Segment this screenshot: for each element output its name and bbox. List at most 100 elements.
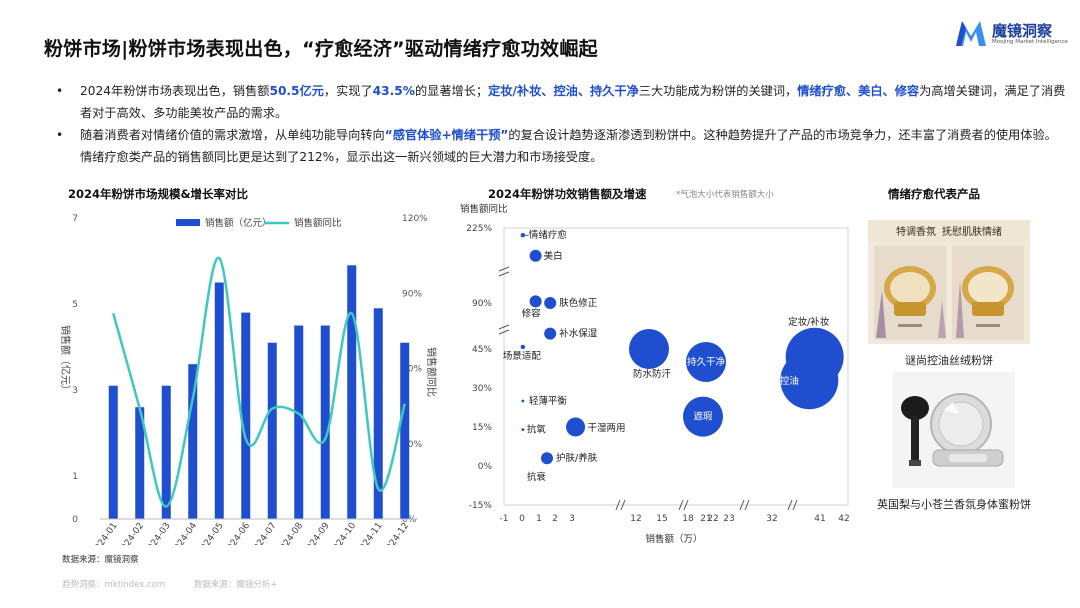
bubble-控油 — [780, 351, 839, 410]
bullet-text: 三大功能成为粉饼的关键词， — [638, 84, 798, 98]
highlight-text: “感官体验+情绪干预” — [384, 128, 509, 142]
x-tick-label: 18 — [682, 514, 694, 524]
bullet-2: 随着消费者对情绪价值的需求激增，从单纯功能导向转向“感官体验+情绪干预”的复合设… — [56, 124, 1066, 168]
x-tick-label: 2024-02 — [116, 521, 146, 545]
bubble-size-note: *气泡大小代表销售额大小 — [676, 190, 774, 200]
x-tick-label: 2 — [552, 514, 558, 524]
product-image-text: 特调香氛 抚慰肌肤情绪 — [896, 225, 1002, 238]
y2-tick-label: 90% — [402, 289, 422, 299]
bar-2024-01 — [108, 385, 118, 519]
x-tick-label: -1 — [500, 514, 509, 524]
x-tick-label: 2024-08 — [275, 521, 305, 545]
bar-2024-02 — [135, 407, 145, 519]
x-axis-break — [739, 499, 750, 511]
bubble-肤色修正 — [544, 297, 557, 309]
x-tick-label: 2024-05 — [196, 521, 226, 545]
y-tick-label: -15% — [469, 501, 493, 511]
bubble-label: 美白 — [544, 250, 563, 262]
bubble-label: 抗衰 — [527, 471, 547, 483]
bubble-label: 定妆/补妆 — [788, 316, 830, 328]
x-axis-break — [787, 499, 798, 511]
brand-m-icon — [956, 21, 986, 46]
y-axis-title: 销售额（亿元） — [59, 325, 72, 395]
plot-area — [503, 227, 849, 506]
x-tick-label: 32 — [766, 514, 777, 524]
x-tick-label: 2024-01 — [90, 521, 120, 545]
page-title: 粉饼市场|粉饼市场表现出色，“疗愈经济”驱动情绪疗愈功效崛起 — [44, 38, 598, 60]
bullet-text: 的复合设计趋势逐渐渗透到粉饼中。这种趋势提升了产品的市场竞争力，还丰富了消费者的… — [80, 128, 1057, 164]
bar-2024-11 — [373, 308, 383, 519]
x-tick-label: 21 — [700, 514, 711, 524]
x-tick-label: 12 — [630, 514, 641, 524]
x-axis-break — [615, 499, 626, 511]
y2-tick-label: 60% — [402, 365, 422, 375]
legend-swatch-bar — [176, 219, 200, 226]
bubble-label: 抗氧 — [527, 424, 547, 436]
compact-powder-image: 特调香氛 抚慰肌肤情绪 — [868, 220, 1030, 344]
bubble-label: 干湿两用 — [588, 423, 626, 434]
bar-2024-04 — [188, 364, 198, 519]
bubble-持久干净 — [686, 342, 726, 382]
y-tick-label: 15% — [472, 423, 492, 433]
y2-tick-label: 0% — [402, 515, 417, 525]
x-tick-label: 2024-09 — [302, 521, 332, 545]
y2-axis-title: 销售额同比 — [425, 347, 438, 397]
x-tick-label: 2024-07 — [249, 521, 279, 545]
left-chart-title: 2024年粉饼市场规模&增长率对比 — [68, 187, 249, 201]
y-tick-label: 5 — [72, 300, 78, 310]
y2-tick-label: 30% — [402, 440, 422, 450]
bubble-美白 — [529, 249, 542, 262]
footer-item: 趋势洞察：mktindex.com — [62, 580, 166, 590]
highlight-text: 定妆/补妆、控油、持久干净 — [488, 84, 639, 98]
bullet-text: 随着消费者对情绪价值的需求激增，从单纯功能导向转向 — [80, 128, 385, 142]
x-tick-label: 2024-10 — [328, 521, 358, 545]
bar-2024-12 — [400, 342, 410, 519]
y-tick-label: 90% — [472, 299, 492, 309]
bar-2024-03 — [161, 385, 171, 519]
highlight-text: 情绪疗愈、美白、修容 — [797, 84, 920, 98]
bubble-label: 修容 — [522, 307, 542, 319]
y-tick-label: 30% — [472, 384, 492, 394]
y-axis-break — [498, 324, 510, 335]
bullet-text: ，实现了 — [323, 84, 373, 98]
summary-bullets: 2024年粉饼市场表现出色，销售额50.5亿元，实现了43.5%的显著增长；定妆… — [56, 80, 1066, 168]
brand-name: 魔镜洞察 — [992, 22, 1053, 40]
bar-2024-07 — [267, 342, 277, 519]
x-tick-label: 42 — [838, 514, 849, 524]
bubble-防水防汗 — [629, 329, 669, 369]
x-tick-label: 15 — [656, 514, 667, 524]
product-image-1: 特调香氛 抚慰肌肤情绪 — [868, 220, 1030, 344]
products-title: 情绪疗愈代表产品 — [888, 187, 980, 201]
y-tick-label: 45% — [472, 345, 492, 355]
y-axis-break — [498, 266, 510, 277]
body-powder-image — [893, 372, 1015, 488]
x-tick-label: 2024-11 — [355, 521, 385, 545]
y-tick-label: 3 — [72, 386, 78, 396]
bar-2024-08 — [294, 325, 304, 519]
x-tick-label: 2024-03 — [143, 521, 173, 545]
product-caption-2: 英国梨与小苍兰香氛身体蜜粉饼 — [877, 498, 1031, 511]
y-tick-label: 7 — [72, 214, 78, 224]
product-caption-1: 谜尚控油丝绒粉饼 — [905, 354, 993, 367]
middle-chart-title: 2024年粉饼功效销售额及增速 — [488, 187, 647, 201]
x-tick-label: 3 — [569, 514, 575, 524]
bar-2024-05 — [214, 282, 224, 519]
bubble-情绪疗愈 — [520, 233, 526, 238]
x-tick-label: 0 — [519, 514, 525, 524]
growth-line — [112, 256, 406, 508]
bubble-遮瑕 — [683, 396, 723, 437]
bullet-text: 2024年粉饼市场表现出色，销售额 — [80, 84, 270, 98]
legend-label: 销售额（亿元） — [205, 217, 272, 229]
x-axis-title: 销售额（万） — [645, 533, 702, 545]
bar-2024-10 — [347, 265, 357, 519]
x-tick-label: 2024-12 — [381, 521, 411, 545]
bubble-label: 护肤/养肤 — [556, 452, 598, 464]
footer-watermark: 趋势洞察：mktindex.com 数据来源：魔镜分析+ — [62, 578, 303, 590]
bubble-label: 补水保湿 — [559, 328, 598, 340]
y-tick-label: 0% — [478, 462, 493, 472]
product-image-2 — [893, 372, 1015, 488]
bubble-轻薄平衡 — [521, 399, 525, 403]
y-tick-label: 1 — [72, 472, 78, 482]
